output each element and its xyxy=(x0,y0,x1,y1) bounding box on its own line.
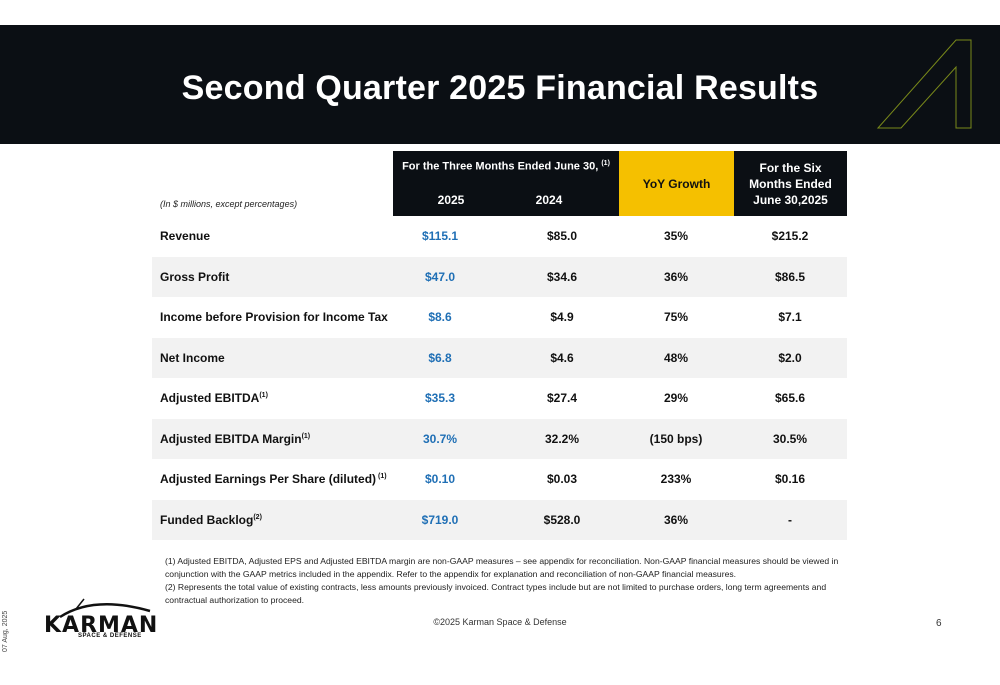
outlined-a-mark-icon xyxy=(876,39,972,129)
table-row: Net Income $6.8 $4.6 48% $2.0 xyxy=(152,337,847,378)
header-six-months: For the Six Months Ended June 30,2025 xyxy=(734,151,847,216)
value-yoy-growth: 35% xyxy=(663,229,689,243)
logo-tagline: SPACE & DEFENSE xyxy=(78,633,142,639)
value-2025: $0.10 xyxy=(424,472,456,486)
header-three-months: For the Three Months Ended June 30, (1) … xyxy=(393,151,619,216)
value-2025: $35.3 xyxy=(424,391,456,405)
value-yoy-growth: 36% xyxy=(663,269,689,284)
value-yoy-growth: 75% xyxy=(663,310,689,324)
value-2024: 32.2% xyxy=(544,431,580,446)
value-six-months: $65.6 xyxy=(774,391,806,405)
units-note: (In $ millions, except percentages) xyxy=(160,199,298,209)
value-six-months: $7.1 xyxy=(778,310,802,324)
value-2024: $4.6 xyxy=(550,350,574,365)
row-label: Net Income xyxy=(160,350,225,365)
table-row: Gross Profit $47.0 $34.6 36% $86.5 xyxy=(152,256,847,297)
value-six-months: 30.5% xyxy=(772,431,808,446)
value-2025: $8.6 xyxy=(428,310,452,324)
value-2025: 30.7% xyxy=(422,431,458,446)
value-yoy-growth: 233% xyxy=(660,472,692,486)
page-number: 6 xyxy=(936,618,942,629)
value-yoy-growth: 48% xyxy=(663,350,689,365)
value-2024: $4.9 xyxy=(550,310,574,324)
value-2024: $0.03 xyxy=(546,472,578,486)
value-2024: $34.6 xyxy=(546,269,578,284)
value-2024: $27.4 xyxy=(546,391,578,405)
row-label: Gross Profit xyxy=(160,269,230,284)
footnote-2: (2) Represents the total value of existi… xyxy=(165,582,827,605)
row-label: Income before Provision for Income Tax xyxy=(160,310,388,324)
row-label: Funded Backlog(2) xyxy=(160,512,262,527)
row-label: Adjusted Earnings Per Share (diluted) (1… xyxy=(160,472,387,486)
table-row: Adjusted EBITDA(1) $35.3 $27.4 29% $65.6 xyxy=(152,378,847,418)
value-six-months: - xyxy=(788,512,792,527)
copyright: ©2025 Karman Space & Defense xyxy=(433,617,567,627)
footnote-1: (1) Adjusted EBITDA, Adjusted EPS and Ad… xyxy=(165,556,839,579)
header-three-months-label: For the Three Months Ended June 30, (1) xyxy=(402,160,610,173)
value-2025: $719.0 xyxy=(421,512,459,527)
value-six-months: $86.5 xyxy=(774,269,806,284)
header-year-2025: 2025 xyxy=(437,193,465,207)
table-row: Funded Backlog(2) $719.0 $528.0 36% - xyxy=(152,499,847,540)
table-row: Revenue $115.1 $85.0 35% $215.2 xyxy=(152,216,847,256)
table-row: Adjusted Earnings Per Share (diluted) (1… xyxy=(152,459,847,499)
header-yoy-growth: YoY Growth xyxy=(619,151,734,216)
value-yoy-growth: 36% xyxy=(663,512,689,527)
value-2025: $6.8 xyxy=(428,350,452,365)
title-banner: Second Quarter 2025 Financial Results xyxy=(0,25,1000,144)
value-yoy-growth: 29% xyxy=(663,391,689,405)
page-title: Second Quarter 2025 Financial Results xyxy=(181,69,819,107)
row-label: Revenue xyxy=(160,229,211,243)
value-six-months: $2.0 xyxy=(778,350,802,365)
orbit-swoosh-icon xyxy=(59,598,151,619)
row-label: Adjusted EBITDA(1) xyxy=(160,391,268,405)
value-2025: $115.1 xyxy=(421,229,459,243)
value-2025: $47.0 xyxy=(424,269,456,284)
value-2024: $85.0 xyxy=(546,229,578,243)
header-year-2024: 2024 xyxy=(535,193,563,207)
footnotes: (1) Adjusted EBITDA, Adjusted EPS and Ad… xyxy=(165,555,855,607)
company-logo: KARMAN SPACE & DEFENSE xyxy=(44,597,157,643)
value-six-months: $0.16 xyxy=(774,472,806,486)
row-label: Adjusted EBITDA Margin(1) xyxy=(160,431,311,446)
table-row: Adjusted EBITDA Margin(1) 30.7% 32.2% (150 … xyxy=(152,418,847,459)
logo-wordmark: KARMAN xyxy=(44,613,159,638)
value-six-months: $215.2 xyxy=(771,229,809,243)
value-2024: $528.0 xyxy=(543,512,581,527)
table-row: Income before Provision for Income Tax $8… xyxy=(152,297,847,337)
value-yoy-growth: (150 bps) xyxy=(649,431,703,446)
